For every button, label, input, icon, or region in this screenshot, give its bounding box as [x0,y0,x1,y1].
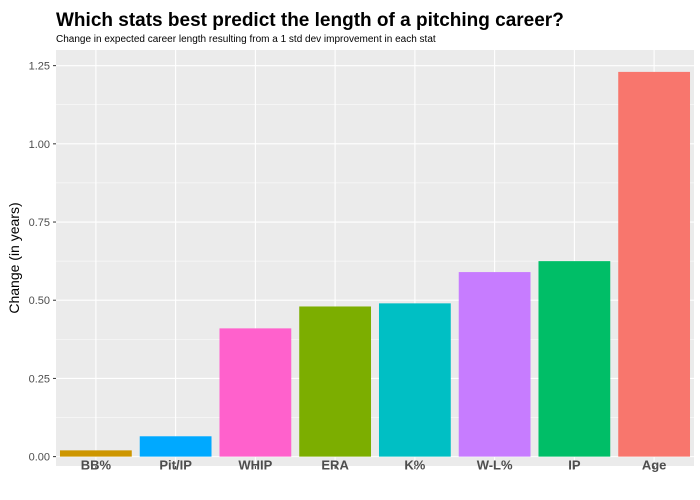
x-axis: BB% Pit/IP WHIP ERA K% W-L% IP Age [81,458,667,473]
x-tick-label: IP [568,458,581,473]
y-tick-label: 0.25 [29,373,50,385]
y-tick-label: 1.25 [29,61,50,73]
y-tick-label: 0.75 [29,217,50,229]
bar-0 [59,450,132,457]
bar-5 [458,272,531,457]
y-tick-label: 0.00 [29,452,50,464]
chart-subtitle: Change in expected career length resulti… [56,34,436,45]
bar-7 [618,71,691,457]
y-tick-label: 0.50 [29,295,50,307]
bar-3 [299,306,372,457]
x-tick-label: Age [642,458,667,473]
bar-6 [538,261,611,457]
x-tick-label: K% [404,458,425,473]
bars-group [59,71,691,457]
y-axis-label: Change (in years) [6,202,22,313]
y-tick-label: 1.00 [29,139,50,151]
bar-1 [139,436,212,457]
bar-4 [378,303,451,457]
x-tick-label: W-L% [477,458,513,473]
x-tick-label: BB% [81,458,112,473]
y-axis: 0.00 0.25 0.50 0.75 1.00 1.25 [29,61,56,464]
chart-title: Which stats best predict the length of a… [56,10,564,31]
x-tick-label: WHIP [238,458,272,473]
x-tick-label: Pit/IP [159,458,192,473]
bar-2 [219,328,292,457]
x-tick-label: ERA [321,458,349,473]
